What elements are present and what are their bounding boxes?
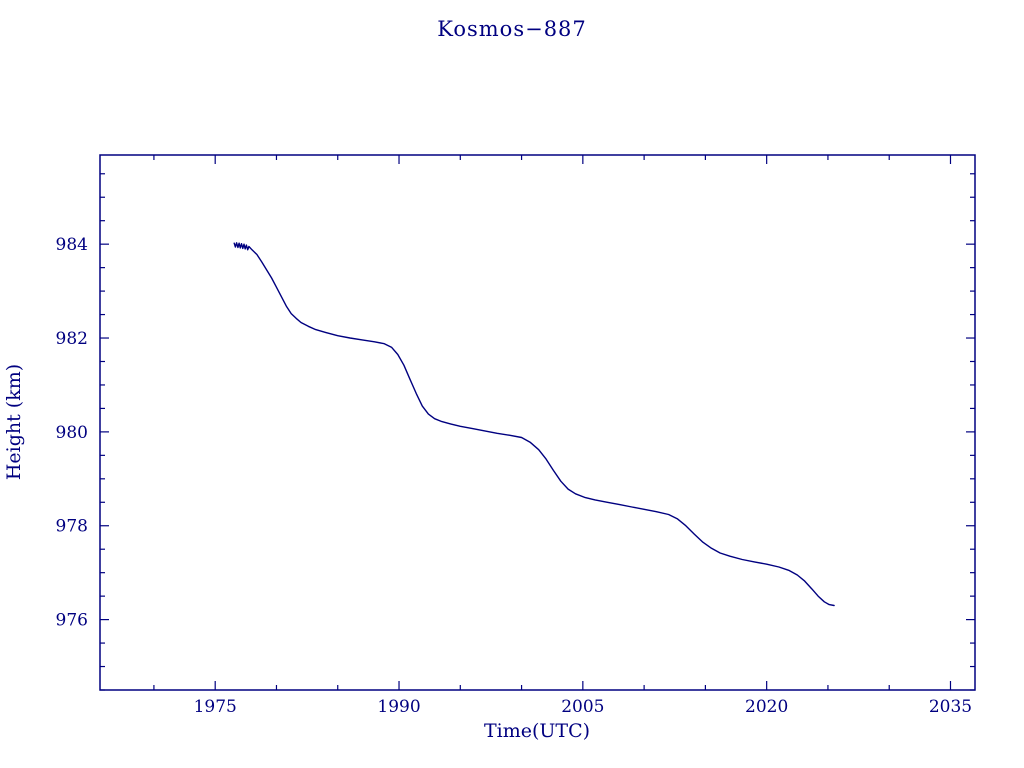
x-tick-label: 2005	[561, 697, 604, 717]
chart-title: Kosmos−887	[437, 17, 587, 41]
x-axis-label: Time(UTC)	[484, 720, 590, 742]
x-tick-label: 2020	[745, 697, 788, 717]
plot-frame	[99, 154, 976, 691]
x-tick-label: 1990	[377, 697, 420, 717]
plot-border	[99, 154, 976, 691]
y-tick-label: 976	[56, 611, 88, 631]
y-tick-label: 978	[56, 517, 88, 537]
y-tick-label: 984	[56, 235, 88, 255]
x-tick-label: 1975	[194, 697, 237, 717]
height-line	[233, 242, 835, 607]
tick-labels: 1975 1990 2005 2020 2035 976 978 980 982 984	[56, 235, 973, 717]
axis-ticks	[100, 155, 975, 691]
y-tick-label: 982	[56, 329, 88, 349]
data-series	[233, 242, 835, 607]
y-tick-label: 980	[56, 423, 88, 443]
y-axis-label: Height (km)	[3, 364, 25, 480]
x-tick-label: 2035	[929, 697, 972, 717]
